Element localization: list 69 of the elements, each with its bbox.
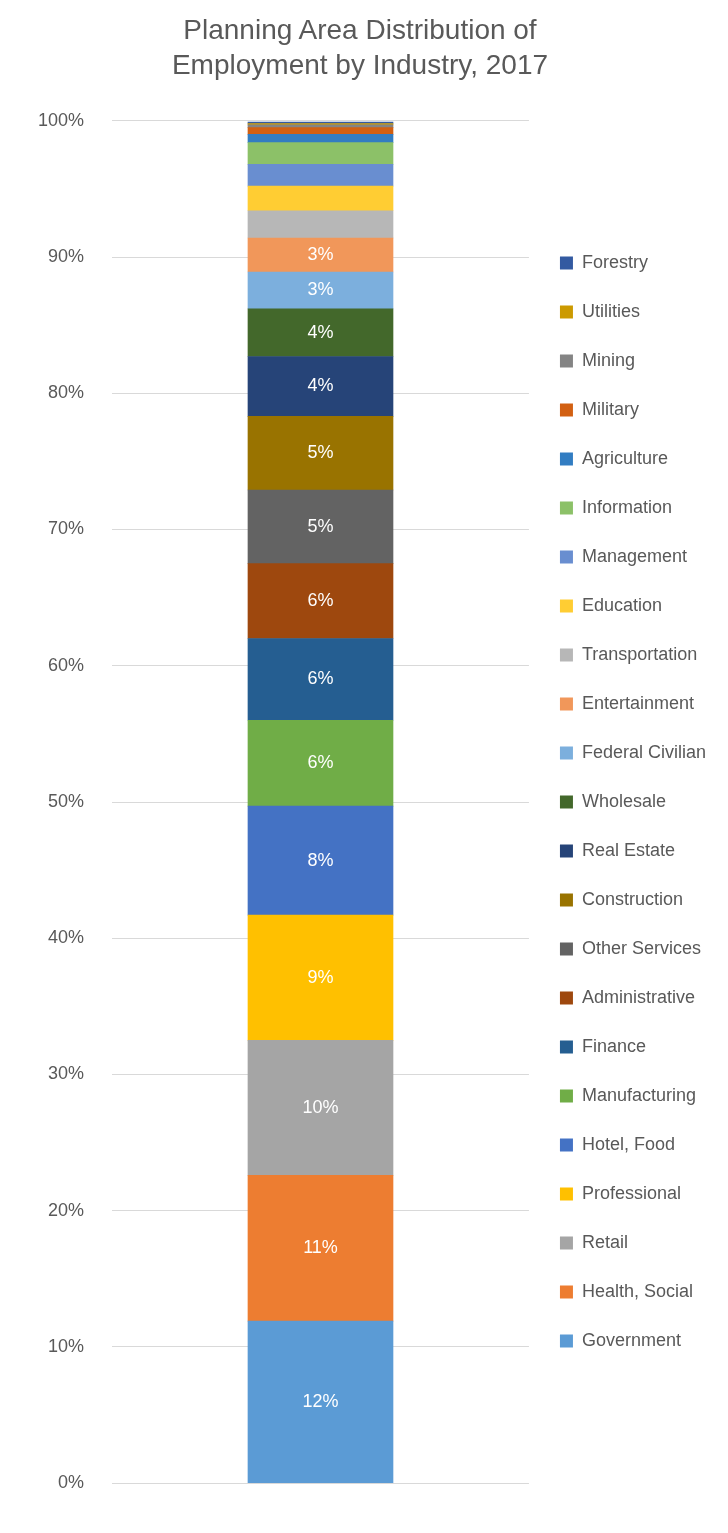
bar: [247, 563, 394, 639]
y-tick-label: 60%: [48, 654, 85, 675]
data-label: 6%: [307, 668, 334, 689]
bar: [247, 1174, 394, 1322]
data-label: 3%: [307, 243, 334, 264]
legend-label: Information: [581, 496, 672, 517]
data-label: 6%: [307, 590, 334, 611]
y-tick-label: 40%: [48, 927, 85, 948]
legend-label: Finance: [581, 1035, 646, 1056]
data-label: 4%: [307, 321, 334, 342]
legend-label: Utilities: [581, 300, 640, 321]
bar: [247, 164, 394, 187]
legend-label: Manufacturing: [581, 1084, 697, 1105]
y-tick-label: 70%: [48, 518, 85, 539]
legend-label: Construction: [581, 888, 684, 909]
legend-label: Agriculture: [581, 447, 668, 468]
data-label: 4%: [307, 375, 334, 396]
bar: [247, 914, 394, 1041]
legend-label: Retail: [581, 1231, 628, 1252]
legend-label: Military: [581, 398, 639, 419]
bar: [247, 210, 394, 239]
bar: [247, 638, 394, 721]
legend-label: Forestry: [581, 251, 648, 272]
bar: [247, 271, 394, 310]
legend-label: Transportation: [581, 643, 698, 664]
bar: [247, 185, 394, 212]
y-tick-label: 50%: [48, 790, 85, 811]
bar: [247, 1040, 394, 1176]
y-tick-label: 80%: [48, 382, 85, 403]
y-tick-label: 90%: [48, 246, 85, 267]
y-tick-label: 100%: [37, 109, 85, 130]
bar: [247, 308, 394, 357]
legend-label: Mining: [581, 349, 635, 370]
legend-label: Government: [581, 1329, 681, 1350]
legend-label: Federal Civilian: [581, 741, 707, 762]
data-label: 9%: [307, 966, 334, 987]
legend-label: Hotel, Food: [581, 1133, 676, 1154]
legend-label: Education: [581, 594, 663, 615]
y-tick-label: 30%: [48, 1063, 85, 1084]
data-label: 5%: [307, 442, 334, 463]
data-label: 11%: [303, 1237, 338, 1258]
y-tick-label: 20%: [48, 1199, 85, 1220]
legend-label: Management: [581, 545, 688, 566]
legend-label: Wholesale: [581, 790, 666, 811]
data-label: 3%: [307, 279, 334, 300]
legend-label: Real Estate: [581, 839, 676, 860]
bar: [247, 805, 394, 916]
data-label: 5%: [307, 515, 334, 536]
bar: [247, 142, 394, 165]
legend-label: Administrative: [581, 986, 695, 1007]
bar: [247, 127, 394, 135]
legend-label: Professional: [581, 1182, 682, 1203]
bar: [247, 489, 394, 564]
bar: [247, 134, 394, 143]
bar: [247, 356, 394, 417]
chart-title: Planning Area Distribution of Employment by Industry, 2017: [170, 13, 550, 82]
bar: [247, 237, 394, 273]
bar: [247, 1320, 394, 1484]
legend-label: Entertainment: [581, 692, 695, 713]
bar: [247, 416, 394, 491]
legend-label: Health, Social: [581, 1280, 694, 1301]
legend-label: Other Services: [581, 937, 701, 958]
data-label: 10%: [302, 1096, 339, 1117]
y-tick-label: 0%: [58, 1472, 85, 1493]
data-label: 6%: [307, 752, 334, 773]
bar: [247, 719, 394, 807]
y-tick-label: 10%: [48, 1335, 85, 1356]
data-label: 12%: [302, 1390, 339, 1411]
data-label: 8%: [307, 849, 334, 870]
